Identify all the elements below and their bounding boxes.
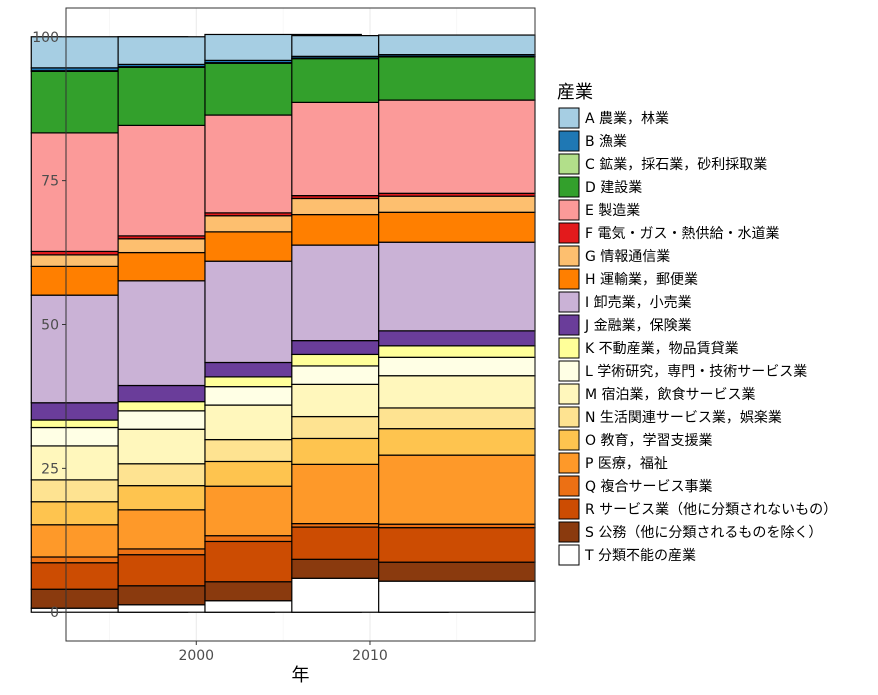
- bar-segment: [378, 345, 536, 358]
- bar-segment: [378, 407, 536, 430]
- y-tick-label: 25: [41, 461, 59, 477]
- legend-key: [558, 245, 580, 267]
- legend-key: [558, 452, 580, 474]
- x-tick-label: 2010: [352, 648, 388, 664]
- legend-key: [558, 107, 580, 129]
- legend-key: [558, 383, 580, 405]
- y-tick-label: 75: [41, 174, 59, 190]
- legend-key: [558, 429, 580, 451]
- legend-key: [558, 199, 580, 221]
- legend-label: C 鉱業，採石業，砂利採取業: [585, 156, 767, 173]
- legend-label: N 生活関連サービス業，娯楽業: [585, 410, 782, 426]
- legend-label: Q 複合サービス事業: [585, 478, 712, 495]
- y-tick-label: 100: [32, 30, 59, 46]
- legend-key: [558, 360, 580, 382]
- legend-label: R サービス業（他に分類されないもの）: [585, 502, 837, 518]
- bar-segment: [378, 99, 536, 194]
- legend-key: [558, 176, 580, 198]
- legend-key: [558, 521, 580, 543]
- bar-segment: [378, 428, 536, 456]
- y-tick-label: 50: [41, 318, 59, 334]
- bar-segment: [378, 527, 536, 563]
- legend-key: [558, 153, 580, 175]
- legend-key: [558, 475, 580, 497]
- bar-segment: [378, 356, 536, 377]
- bar-segment: [378, 195, 536, 213]
- legend-label: O 教育，学習支援業: [585, 433, 712, 449]
- legend-label: F 電気・ガス・熱供給・水道業: [585, 226, 780, 242]
- legend-label: D 建設業: [585, 180, 642, 196]
- legend-label: E 製造業: [585, 203, 640, 219]
- bar-segment: [378, 561, 536, 582]
- legend-key: [558, 222, 580, 244]
- legend-key: [558, 291, 580, 313]
- legend-title: 産業: [557, 82, 593, 103]
- x-tick-label: 2000: [178, 648, 214, 664]
- bar-segment: [378, 241, 536, 332]
- x-axis-title: 年: [292, 665, 310, 686]
- legend-label: H 運輸業，郵便業: [585, 272, 698, 288]
- legend-key: [558, 130, 580, 152]
- legend-label: M 宿泊業，飲食サービス業: [585, 386, 756, 403]
- legend-label: G 情報通信業: [585, 249, 670, 265]
- bar-segment: [378, 56, 536, 101]
- legend-label: I 卸売業，小売業: [585, 295, 692, 311]
- bar-segment: [378, 454, 536, 525]
- bar-segment: [378, 34, 536, 56]
- legend-key: [558, 544, 580, 566]
- legend-label: K 不動産業，物品賃貸業: [585, 341, 739, 357]
- legend-key: [558, 337, 580, 359]
- legend-key: [558, 498, 580, 520]
- bar-segment: [378, 330, 536, 347]
- legend-key: [558, 406, 580, 428]
- legend-label: J 金融業，保険業: [584, 318, 692, 334]
- legend-label: A 農業，林業: [585, 111, 669, 127]
- legend: 産業 A 農業，林業 B 漁業 C 鉱業，採石業，砂利採取業 D 建設業 E 製造業 F …: [557, 82, 837, 566]
- legend-label: L 学術研究，専門・技術サービス業: [585, 364, 807, 380]
- axis-layer: 0 25 50 75 100 2000 2010: [32, 30, 388, 664]
- legend-label: P 医療，福祉: [585, 455, 668, 472]
- bars-layer: [30, 33, 536, 613]
- y-tick-label: 0: [50, 605, 59, 621]
- legend-key: [558, 268, 580, 290]
- bar-segment: [378, 580, 536, 613]
- bar-segment: [378, 211, 536, 243]
- legend-label: S 公務（他に分類されるものを除く）: [585, 525, 822, 541]
- legend-label: B 漁業: [585, 134, 627, 150]
- bar-segment: [378, 375, 536, 409]
- legend-key: [558, 314, 580, 336]
- legend-label: T 分類不能の産業: [584, 548, 696, 564]
